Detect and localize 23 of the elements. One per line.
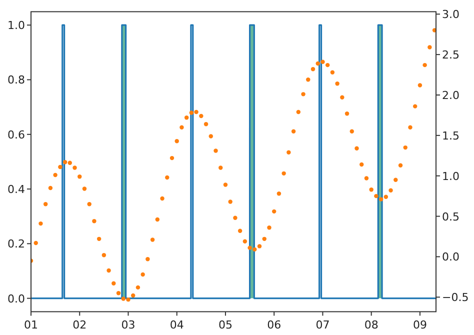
x-tick-label: 07 xyxy=(316,318,330,332)
y-tick-label: 0.6 xyxy=(8,128,25,142)
y-tick-label: 0.0 xyxy=(8,292,25,306)
y2-tick-label: 1.0 xyxy=(442,170,460,183)
x-tick-label: 02 xyxy=(72,318,87,332)
y2-tick-label: 0.5 xyxy=(442,210,460,224)
y2-tick-label: 1.5 xyxy=(442,129,460,142)
x-tick-label: 06 xyxy=(267,318,282,332)
x-tick-label: 09 xyxy=(412,318,427,332)
y2-tick-label: 2.0 xyxy=(442,88,460,102)
y-tick-label: 0.2 xyxy=(8,238,25,251)
y-tick-label: 0.8 xyxy=(8,74,25,87)
y2-tick-label: 0.0 xyxy=(442,250,460,264)
x-tick-label: 08 xyxy=(364,318,378,332)
x-tick-label: 01 xyxy=(24,318,38,332)
y-tick-label: 0.4 xyxy=(8,183,25,196)
x-tick-label: 03 xyxy=(121,318,136,332)
y-tick-label: 1.0 xyxy=(8,19,25,32)
x-tick-label: 05 xyxy=(218,318,232,332)
x-tick-label: 04 xyxy=(170,318,184,332)
y2-tick-label: −0.5 xyxy=(442,291,469,304)
y2-tick-label: 3.0 xyxy=(442,8,460,22)
y2-tick-label: 2.5 xyxy=(442,48,460,62)
